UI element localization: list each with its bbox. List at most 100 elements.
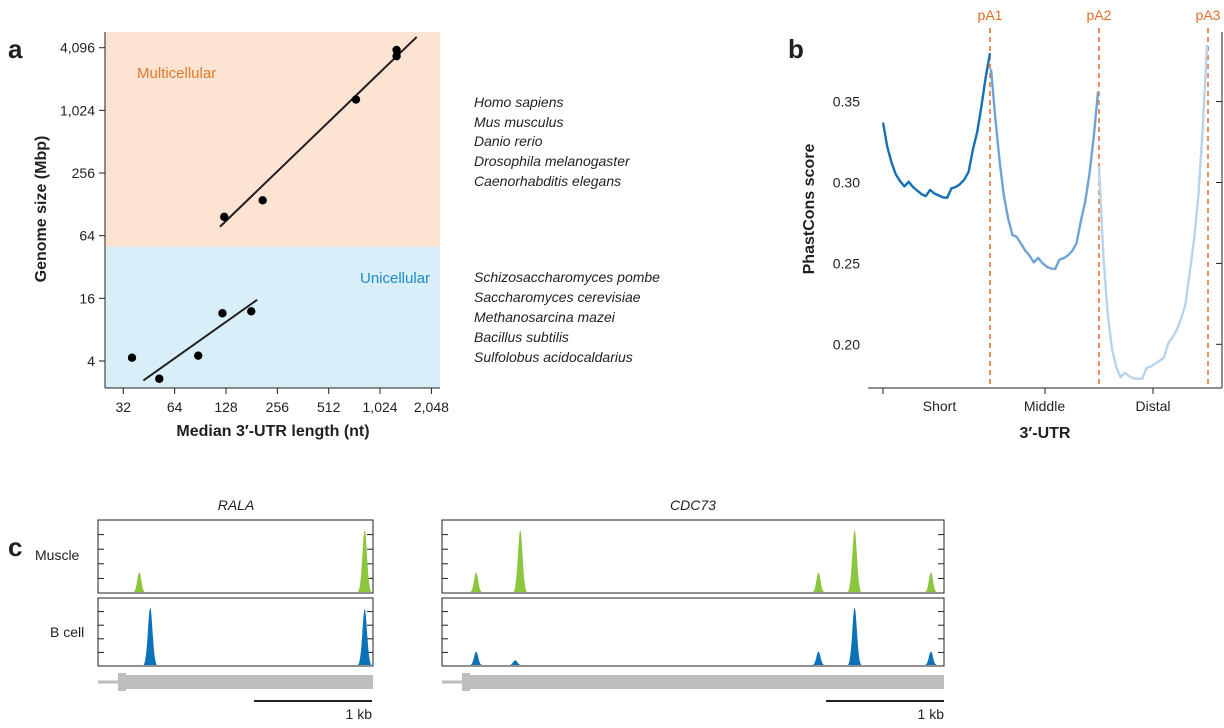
x-tick-label: 2,048 [414,399,449,415]
segment-label-short: Short [923,398,957,414]
scale-bar-label-cdc73: 1 kb [918,706,945,722]
x-tick-label: 64 [167,399,183,415]
gene-models [98,673,944,691]
species-bacillus-subtilis: Bacillus subtilis [474,329,569,345]
panel-b-phastcons-line-chart: b 0.20 0.25 0.30 0.35 pA1 pA2 pA3 Short Middle… [788,7,1223,442]
fit-line-multicellular [219,36,418,228]
data-point [155,374,164,383]
x-tick-label: 512 [317,399,341,415]
data-points [127,45,401,383]
peak-rala-muscle [357,530,372,592]
y-tick-label: 0.25 [833,255,860,271]
scale-bar-label-rala: 1 kb [346,706,373,722]
data-point [258,196,267,205]
peak-cdc73-bcell [812,651,825,665]
track-boxes [97,519,945,667]
x-axis-title: 3′-UTR [1020,425,1071,442]
species-homo-sapiens: Homo sapiens [474,94,564,110]
series-line-middle [989,69,1100,271]
data-point [247,307,256,316]
axes [868,32,1223,394]
data-point [392,45,401,55]
species-danio-rerio: Danio rerio [474,133,543,149]
peak-rala-muscle [133,572,146,592]
species-drosophila-melanogaster: Drosophila melanogaster [474,153,631,169]
x-tick-label: 1,024 [363,399,398,415]
x-tick-label: 256 [266,399,290,415]
fit-line-unicellular [142,298,258,382]
peak-cdc73-bcell [509,660,522,665]
panel-letter-a: a [8,34,23,64]
data-point [127,353,137,362]
series-line-short [881,52,992,199]
unicellular-region [105,246,440,388]
data-point [220,212,229,222]
gene-intron-cdc73 [442,680,470,684]
y-tick-labels: 4 16 64 256 1,024 4,096 [60,40,95,369]
y-axis-title: Genome size (Mbp) [33,136,50,283]
species-mus-musculus: Mus musculus [474,114,563,130]
gene-first-exon-rala [118,673,126,691]
species-list-unicellular: Schizosaccharomyces pombe Saccharomyces … [474,269,660,365]
peak-cdc73-muscle [513,530,528,592]
y-tick-label: 64 [79,228,95,244]
peak-cdc73-bcell [924,651,937,665]
track-box-cdc73-bcell [441,597,945,667]
y-axis-title: PhastCons score [801,144,818,275]
multicellular-label: Multicellular [137,65,216,82]
panel-letter-c: c [8,532,22,562]
fit-lines [142,36,418,382]
x-axis-title: Median 3′-UTR length (nt) [176,423,369,440]
track-box-rala-bcell [97,597,374,667]
panel-a-genome-size-scatter: a Multicellular Unicellular 32 64 128 256 51… [8,32,660,440]
coverage-peaks [133,530,937,665]
segment-label-distal: Distal [1135,398,1170,414]
y-tick-label: 16 [79,290,95,306]
conservation-series [881,44,1209,381]
species-schizosaccharomyces-pombe: Schizosaccharomyces pombe [474,269,660,285]
data-point [351,95,361,104]
axes [99,32,440,394]
species-methanosarcina-mazei: Methanosarcina mazei [474,309,616,325]
y-tick-label: 0.20 [833,336,860,352]
pa-label-pa1: pA1 [978,7,1003,23]
x-tick-label: 32 [115,399,131,415]
gene-body-rala [126,675,373,689]
y-tick-label: 4 [87,353,95,369]
y-tick-label: 256 [72,165,96,181]
pa-site-lines: pA1 pA2 pA3 [978,7,1221,388]
peak-cdc73-bcell [470,651,483,665]
track-box-rala-muscle [97,519,374,594]
species-saccharomyces-cerevisiae: Saccharomyces cerevisiae [474,289,641,305]
panel-letter-b: b [788,34,804,64]
peak-rala-bcell [143,608,158,665]
y-tick-label: 1,024 [60,102,95,118]
track-label-muscle: Muscle [35,547,80,563]
species-sulfolobus-acidocaldarius: Sulfolobus acidocaldarius [474,349,633,365]
track-box-cdc73-muscle [441,519,945,594]
species-caenorhabditis-elegans: Caenorhabditis elegans [474,173,621,189]
pa-label-pa2: pA2 [1087,7,1112,23]
track-label-bcell: B cell [50,624,84,640]
peak-cdc73-muscle [847,530,862,592]
y-tick-label: 0.30 [833,174,860,190]
data-point [218,309,227,318]
peak-cdc73-bcell [847,608,862,665]
gene-title-cdc73: CDC73 [670,497,716,513]
peak-cdc73-muscle [470,572,483,592]
gene-intron-rala [98,680,126,684]
y-tick-label: 0.35 [833,94,860,110]
species-list-multicellular: Homo sapiens Mus musculus Danio rerio Dr… [474,94,631,189]
pa-label-pa3: pA3 [1196,7,1221,23]
data-point [194,351,203,360]
gene-title-rala: RALA [218,497,255,513]
unicellular-label: Unicellular [360,270,430,287]
peak-cdc73-muscle [924,572,937,592]
x-tick-labels: 32 64 128 256 512 1,024 2,048 [115,399,449,415]
panel-c-coverage-tracks: c Muscle B cell RALA CDC73 1 kb 1 kb [8,497,945,722]
y-tick-label: 4,096 [60,40,95,56]
segment-labels: Short Middle Distal [923,398,1171,414]
segment-label-middle: Middle [1024,398,1065,414]
peak-rala-bcell [357,609,372,665]
